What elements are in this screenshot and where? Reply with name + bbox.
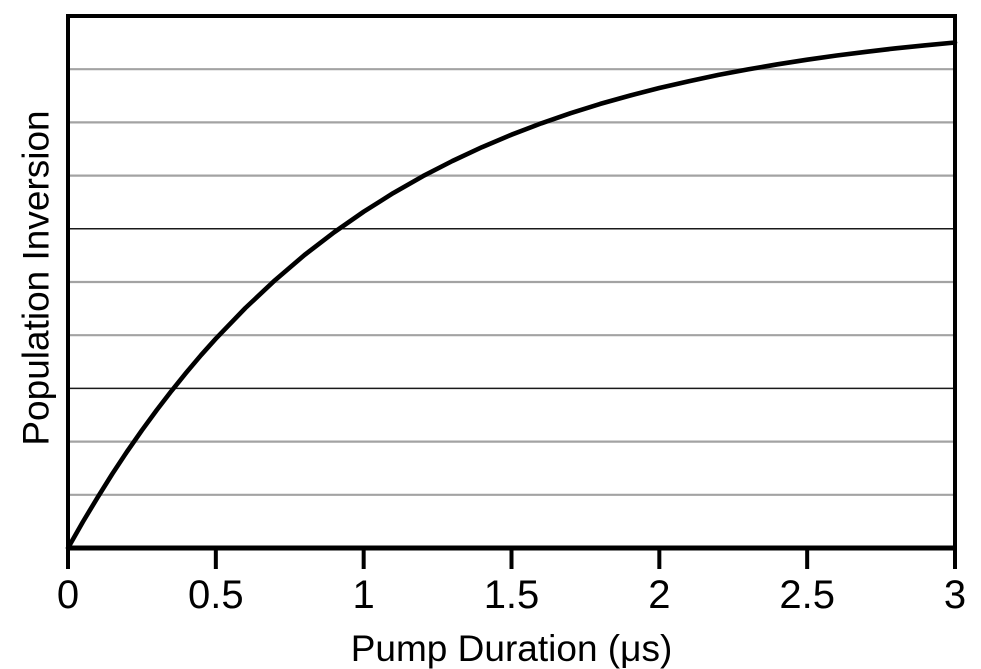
x-tick-label: 0.5 [188,573,244,617]
y-axis-label: Population Inversion [15,110,57,446]
x-tick-label: 1 [353,573,375,617]
population-inversion-curve [65,40,958,551]
x-tick-label: 2 [648,573,670,617]
x-tick-label: 1.5 [484,573,540,617]
x-tick-label: 0 [57,573,79,617]
x-tick-label: 2.5 [779,573,835,617]
x-axis-label: Pump Duration (μs) [350,628,673,669]
x-tick-label: 3 [944,573,966,617]
